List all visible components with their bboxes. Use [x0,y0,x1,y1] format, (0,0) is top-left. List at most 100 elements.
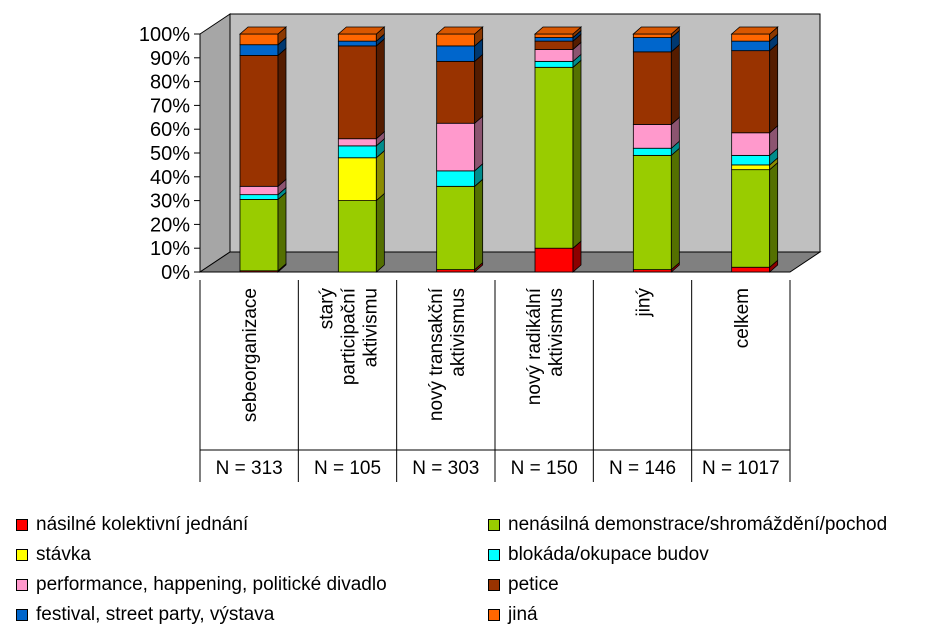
bar-segment [239,44,279,56]
bar-top [337,26,386,35]
stacked-bar-chart: 0%10%20%30%40%50%60%70%80%90%100% sebeorg… [139,13,822,482]
category-n-label: N = 313 [216,458,283,479]
bar-segment [731,164,771,171]
bar-segment [436,170,476,187]
bar-segment-side [474,178,484,271]
category-n-label: N = 150 [511,458,578,479]
bar-segment [436,60,476,124]
bar-segment [337,33,377,42]
category-n-label: N = 1017 [702,458,780,479]
category-label: starý [317,288,338,330]
bar-segment-side [670,147,680,271]
bar-segment [632,37,672,53]
bar-segment [534,247,574,273]
y-tick-label: 40% [150,167,190,189]
bar-segment [632,154,672,271]
y-tick-label: 10% [150,238,190,260]
legend-swatch [488,519,500,531]
category-n-label: N = 303 [412,458,479,479]
legend-label: stávka [36,544,91,565]
bar-top [533,26,583,35]
bar-segment [337,200,377,273]
bar-segment [731,169,771,268]
y-tick-label: 20% [150,214,190,236]
plot-floor [198,251,822,273]
bar-segment-side [474,115,484,172]
legend-item: násilné kolektivní jednání [16,514,248,536]
bar-segment-side [670,43,680,126]
legend-label: petice [508,574,559,595]
bar-segment [632,124,672,149]
y-tick-label: 60% [150,119,190,141]
bar-segment [534,40,574,50]
legend-swatch [16,549,28,561]
bar-segment [731,40,771,52]
category-label: celkem [732,288,753,348]
category-label: participační [339,287,360,385]
legend-swatch [16,519,28,531]
bar-segment-side [375,149,385,202]
bar-top [238,26,288,35]
bar-segment-side [572,59,582,250]
legend-item: festival, street party, výstava [16,604,274,626]
legend-item: performance, happening, politické divadl… [16,574,387,596]
legend-item: blokáda/okupace budov [488,544,709,566]
bar-segment [534,33,574,38]
legend-label: násilné kolektivní jednání [36,514,249,535]
bar-segment [436,33,476,47]
bar-segment-side [277,191,287,272]
bar-segment [731,132,771,156]
bar-top [730,26,779,35]
bar-segment [239,55,279,187]
bar-segment [534,66,574,249]
bar-segment [632,147,672,156]
bar-top [632,26,681,35]
y-tick-label: 90% [150,48,190,70]
category-label: aktivismus [546,288,567,377]
bar-segment-side [375,38,385,140]
legend-swatch [16,579,28,591]
bar-segment [731,33,771,42]
y-tick-label: 30% [150,191,190,213]
bar-segment [337,45,377,140]
bar-segment [239,194,279,200]
category-label: jiný [634,288,655,318]
category-n-label: N = 146 [609,458,676,479]
legend-item: petice [488,574,559,596]
category-label: sebeorganizace [240,288,261,422]
bar-segment [632,51,672,125]
bar-segment [534,60,574,68]
bar-segment-side [277,47,287,188]
category-label: nový transakční [426,287,447,421]
legend-swatch [488,609,500,621]
bar-segment [239,199,279,272]
legend-swatch [488,549,500,561]
bar-segment [731,266,771,273]
bar-segment [436,122,476,172]
legend-label: festival, street party, výstava [36,604,275,625]
chart-legend: násilné kolektivní jednání nenásilná demo… [0,510,934,643]
y-tick-label: 100% [139,24,190,46]
legend-swatch [488,579,500,591]
y-tick-label: 70% [150,95,190,117]
bar-top [435,26,484,35]
y-tick-label: 0% [161,262,190,284]
y-tick-label: 50% [150,143,190,165]
bar-segment [731,154,771,166]
bar-segment-side [375,192,385,273]
bar-segment-side [474,53,484,125]
bar-segment-side [769,42,779,134]
legend-item: stávka [16,544,91,566]
legend-label: nenásilná demonstrace/shromáždění/pochod [508,514,888,535]
category-label: nový radikální [524,287,545,405]
bar-segment [337,157,377,201]
legend-item: nenásilná demonstrace/shromáždění/pochod [488,514,887,536]
bar-segment [436,45,476,62]
legend-label: performance, happening, politické divadl… [36,574,387,595]
bar-segment [239,185,279,196]
plot-side-wall [199,13,231,273]
bar-segment [534,49,574,62]
legend-item: jiná [488,604,538,626]
legend-label: blokáda/okupace budov [508,544,709,565]
bar-segment-side [769,161,779,269]
